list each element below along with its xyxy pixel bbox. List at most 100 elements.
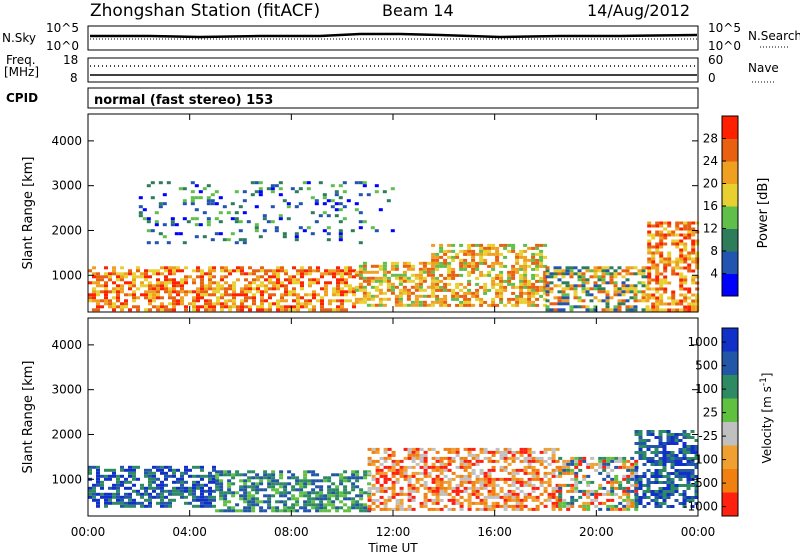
heatmap-cell (200, 275, 204, 279)
heatmap-cell (418, 261, 423, 265)
heatmap-cell (382, 267, 387, 271)
heatmap-cell (358, 276, 363, 280)
heatmap-cell (355, 470, 360, 474)
heatmap-cell (650, 445, 655, 448)
heatmap-cell (267, 479, 272, 483)
heatmap-cell (590, 456, 595, 460)
heatmap-cell (593, 305, 598, 309)
heatmap-cell (561, 281, 566, 285)
heatmap-cell (251, 500, 256, 504)
heatmap-cell (515, 480, 520, 484)
heatmap-cell (491, 267, 496, 271)
heatmap-cell (682, 469, 687, 472)
heatmap-cell (348, 284, 352, 288)
heatmap-cell (168, 272, 172, 276)
heatmap-cell (96, 483, 100, 487)
heatmap-cell (573, 266, 578, 270)
heatmap-cell (182, 202, 187, 206)
heatmap-cell (609, 275, 614, 279)
y-tick-label: 2000 (51, 427, 82, 441)
heatmap-cell (547, 498, 552, 502)
heatmap-cell (503, 465, 508, 469)
heatmap-cell (196, 465, 200, 469)
heatmap-cell (148, 501, 152, 505)
heatmap-cell (348, 272, 352, 276)
heatmap-cell (610, 489, 615, 493)
heatmap-cell (371, 459, 376, 463)
heatmap-cell (694, 454, 699, 457)
heatmap-cell (686, 481, 691, 484)
heatmap-cell (678, 484, 683, 487)
colorbar-tick-label: 1000 (687, 335, 718, 349)
heatmap-cell (319, 509, 324, 513)
heatmap-cell (418, 300, 423, 304)
heatmap-cell (148, 308, 152, 312)
heatmap-cell (629, 296, 634, 300)
heatmap-cell (116, 483, 120, 487)
heatmap-cell (266, 220, 271, 224)
heatmap-cell (204, 287, 208, 291)
heatmap-cell (204, 474, 208, 478)
heatmap-cell (574, 456, 579, 460)
heatmap-cell (288, 278, 292, 282)
heatmap-cell (694, 493, 699, 496)
heatmap-cell (212, 275, 216, 279)
heatmap-cell (543, 255, 548, 259)
heatmap-cell (196, 483, 200, 487)
heatmap-cell (451, 447, 456, 451)
heatmap-cell (555, 447, 560, 451)
heatmap-cell (558, 468, 563, 472)
heatmap-cell (581, 272, 586, 276)
heatmap-cell (378, 291, 383, 295)
heatmap-cell (208, 302, 212, 306)
heatmap-cell (622, 462, 627, 466)
heatmap-cell (519, 288, 524, 292)
heatmap-cell (403, 447, 408, 451)
heatmap-cell (422, 303, 427, 307)
heatmap-cell (240, 305, 244, 309)
heatmap-cell (184, 293, 188, 297)
heatmap-cell (246, 220, 251, 224)
heatmap-cell (558, 507, 563, 511)
heatmap-cell (332, 293, 336, 297)
heatmap-cell (308, 302, 312, 306)
heatmap-cell (694, 466, 699, 469)
heatmap-cell (613, 275, 618, 279)
heatmap-cell (535, 267, 540, 271)
heatmap-cell (523, 273, 528, 277)
heatmap-cell (160, 284, 164, 288)
heatmap-cell (238, 205, 243, 209)
heatmap-cell (260, 275, 264, 279)
heatmap-cell (162, 235, 167, 239)
heatmap-cell (164, 287, 168, 291)
heatmap-cell (415, 462, 420, 466)
heatmap-cell (399, 489, 404, 493)
heatmap-cell (637, 272, 642, 276)
heatmap-cell (286, 202, 291, 206)
heatmap-cell (679, 299, 684, 303)
heatmap-cell (383, 465, 388, 469)
heatmap-cell (650, 457, 655, 460)
heatmap-cell (479, 243, 484, 247)
heatmap-cell (120, 483, 124, 487)
heatmap-cell (148, 275, 152, 279)
heatmap-cell (535, 243, 540, 247)
heatmap-cell (322, 229, 327, 233)
heatmap-cell (363, 470, 368, 474)
heatmap-cell (258, 187, 263, 191)
heatmap-cell (228, 272, 232, 276)
heatmap-cell (172, 471, 176, 475)
heatmap-cell (116, 275, 120, 279)
heatmap-cell (311, 488, 316, 492)
heatmap-cell (467, 477, 472, 481)
heatmap-cell (144, 269, 148, 273)
heatmap-cell (158, 181, 163, 185)
heatmap-cell (148, 471, 152, 475)
heatmap-cell (495, 291, 500, 295)
heatmap-cell (439, 459, 444, 463)
heatmap-cell (578, 504, 583, 508)
heatmap-cell (172, 287, 176, 291)
heatmap-cell (212, 498, 216, 502)
heatmap-cell (491, 285, 496, 289)
heatmap-cell (519, 294, 524, 298)
